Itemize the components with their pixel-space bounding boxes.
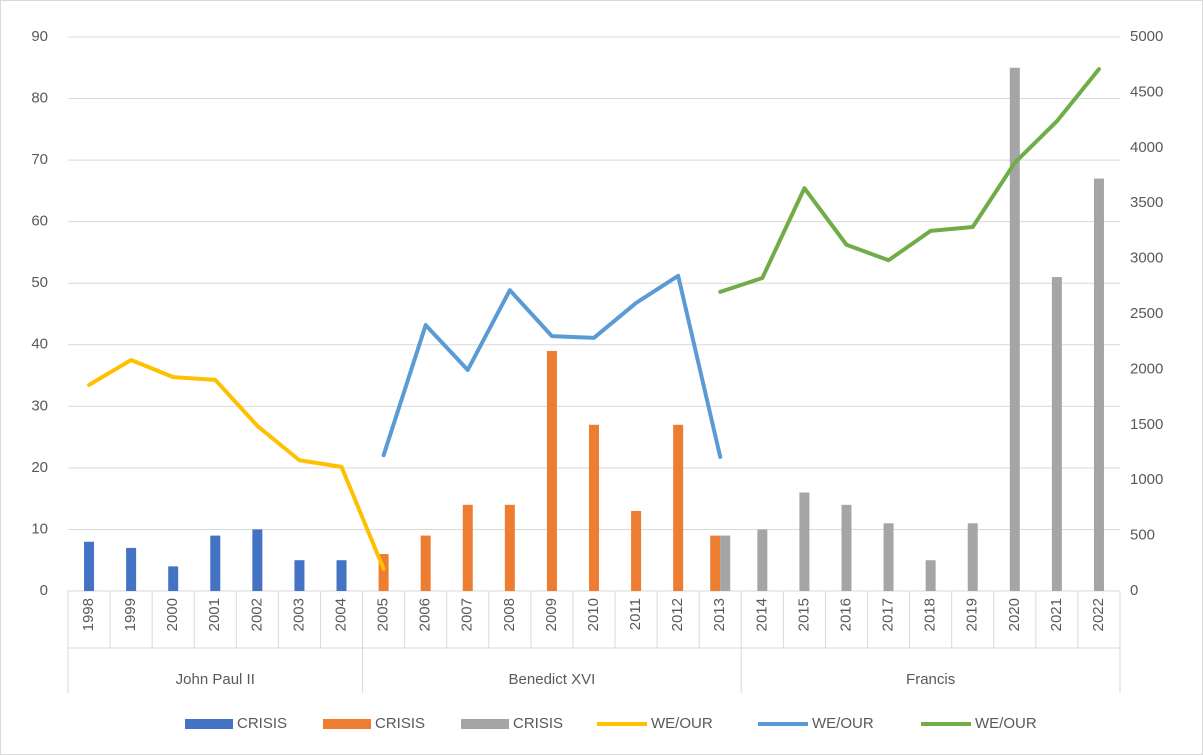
bar	[420, 535, 431, 591]
y-tick-label: 30	[31, 397, 48, 414]
legend-label: WE/OUR	[651, 715, 713, 732]
x-tick-label: 2015	[795, 598, 812, 631]
x-tick-label: 2001	[206, 598, 223, 631]
bar	[126, 547, 137, 591]
x-tick-label: 2003	[290, 598, 307, 631]
legend-swatch	[461, 719, 509, 729]
bar	[673, 424, 684, 591]
y2-tick-label: 1500	[1130, 416, 1163, 433]
y2-tick-label: 1000	[1130, 471, 1163, 488]
y2-tick-label: 0	[1130, 582, 1138, 599]
y2-tick-label: 2500	[1130, 305, 1163, 322]
bar	[378, 554, 389, 591]
bar	[841, 504, 852, 591]
y-tick-label: 10	[31, 520, 48, 537]
y2-tick-label: 5000	[1130, 28, 1163, 45]
x-tick-label: 2008	[501, 598, 518, 631]
legend-swatch	[323, 719, 371, 729]
bar	[799, 492, 810, 591]
bar	[546, 350, 557, 591]
bar	[883, 523, 894, 591]
x-tick-label: 2019	[964, 598, 981, 631]
bar	[84, 541, 95, 591]
x-tick-label: 2016	[837, 598, 854, 631]
x-tick-label: 2021	[1048, 598, 1065, 631]
x-tick-label: 2009	[543, 598, 560, 631]
bar	[252, 529, 263, 591]
x-tick-label: 2005	[375, 598, 392, 631]
x-tick-label: 2020	[1006, 598, 1023, 631]
bar	[589, 424, 599, 591]
bar	[210, 535, 221, 591]
group-label: Francis	[906, 671, 955, 688]
y2-tick-label: 4500	[1130, 83, 1163, 100]
group-label: John Paul II	[176, 671, 255, 688]
y-tick-label: 40	[31, 336, 48, 353]
bar	[925, 560, 936, 591]
line-series	[381, 273, 723, 459]
bar	[462, 504, 473, 591]
legend-label: CRISIS	[375, 715, 425, 732]
x-tick-label: 1999	[122, 598, 139, 631]
bar	[294, 560, 305, 591]
x-tick-label: 2007	[459, 598, 476, 631]
bar	[1093, 178, 1104, 592]
legend-swatch	[185, 719, 233, 729]
x-tick-label: 2000	[164, 598, 181, 631]
y2-tick-label: 4000	[1130, 139, 1163, 156]
x-tick-label: 2010	[585, 598, 602, 631]
y2-tick-label: 2000	[1130, 360, 1163, 377]
group-label: Benedict XVI	[509, 671, 596, 688]
y-tick-label: 20	[31, 459, 48, 476]
bar	[1051, 277, 1062, 591]
x-tick-label: 2011	[627, 598, 644, 630]
bar	[504, 504, 515, 591]
line-series	[718, 67, 1101, 294]
y2-tick-label: 500	[1130, 527, 1155, 544]
bar	[631, 510, 642, 591]
bar	[720, 535, 731, 591]
line-series	[87, 357, 386, 571]
x-tick-label: 2022	[1090, 598, 1107, 631]
x-tick-label: 2006	[417, 598, 434, 631]
y2-tick-label: 3500	[1130, 194, 1163, 211]
bar	[710, 535, 721, 591]
y-tick-label: 60	[31, 213, 48, 230]
x-tick-label: 2014	[753, 598, 770, 631]
y-tick-label: 80	[31, 90, 48, 107]
bar	[757, 529, 768, 591]
x-tick-label: 2013	[711, 598, 728, 631]
x-tick-label: 1998	[80, 598, 97, 631]
x-tick-label: 2002	[248, 598, 265, 631]
x-tick-label: 2012	[669, 598, 686, 631]
legend-label: CRISIS	[237, 715, 287, 732]
legend-label: WE/OUR	[812, 715, 874, 732]
y-tick-label: 90	[31, 28, 48, 45]
y-tick-label: 50	[31, 274, 48, 291]
legend-label: CRISIS	[513, 715, 563, 732]
bar	[168, 566, 179, 591]
x-tick-label: 2018	[922, 598, 939, 631]
bar	[967, 523, 978, 591]
y2-tick-label: 3000	[1130, 250, 1163, 267]
legend-label: WE/OUR	[975, 715, 1037, 732]
y-tick-label: 70	[31, 151, 48, 168]
x-tick-label: 2017	[880, 598, 897, 631]
bar	[336, 560, 347, 591]
y-tick-label: 0	[40, 582, 48, 599]
bar	[1009, 67, 1020, 592]
x-tick-label: 2004	[332, 598, 349, 631]
